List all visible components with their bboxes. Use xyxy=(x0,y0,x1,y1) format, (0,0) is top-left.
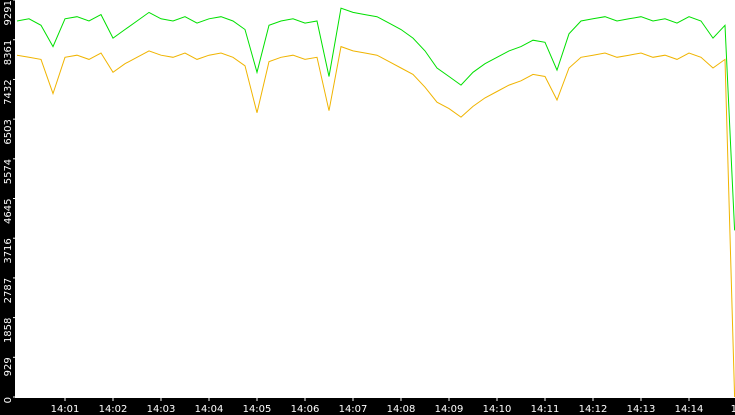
y-tick-label: 7432 xyxy=(3,79,14,104)
x-tick-label: 14:13 xyxy=(627,404,656,415)
x-tick-label: 14:08 xyxy=(387,404,416,415)
x-tick-label: 14:02 xyxy=(99,404,128,415)
y-tick-label: 9291 xyxy=(3,0,14,25)
x-tick-label: 14:11 xyxy=(531,404,560,415)
x-tick-label: 14:10 xyxy=(483,404,512,415)
x-tick-label: 14:05 xyxy=(243,404,272,415)
y-tick-label: 1858 xyxy=(3,318,14,343)
x-tick-label: 14:09 xyxy=(435,404,464,415)
y-tick-label: 3716 xyxy=(3,238,14,263)
y-tick-label: 4645 xyxy=(3,199,14,224)
x-tick-label: 14:12 xyxy=(579,404,608,415)
x-tick-label: 14:03 xyxy=(147,404,176,415)
x-tick-label: 14 xyxy=(731,404,735,415)
x-tick-label: 14:01 xyxy=(51,404,80,415)
series-line xyxy=(16,45,735,398)
x-axis-strip xyxy=(0,398,735,415)
x-tick-label: 14:04 xyxy=(195,404,224,415)
series-line xyxy=(16,7,735,231)
y-tick-label: 2787 xyxy=(3,278,14,303)
y-tick-label: 6503 xyxy=(3,119,14,144)
y-tick-label: 5574 xyxy=(3,159,14,184)
y-tick-label: 8361 xyxy=(3,40,14,65)
x-tick-label: 14:14 xyxy=(675,404,704,415)
y-tick-label: 0 xyxy=(3,397,14,403)
x-tick-label: 14:07 xyxy=(339,404,368,415)
y-axis-strip xyxy=(0,0,15,415)
x-tick-label: 14:06 xyxy=(291,404,320,415)
y-tick-label: 929 xyxy=(3,357,14,376)
